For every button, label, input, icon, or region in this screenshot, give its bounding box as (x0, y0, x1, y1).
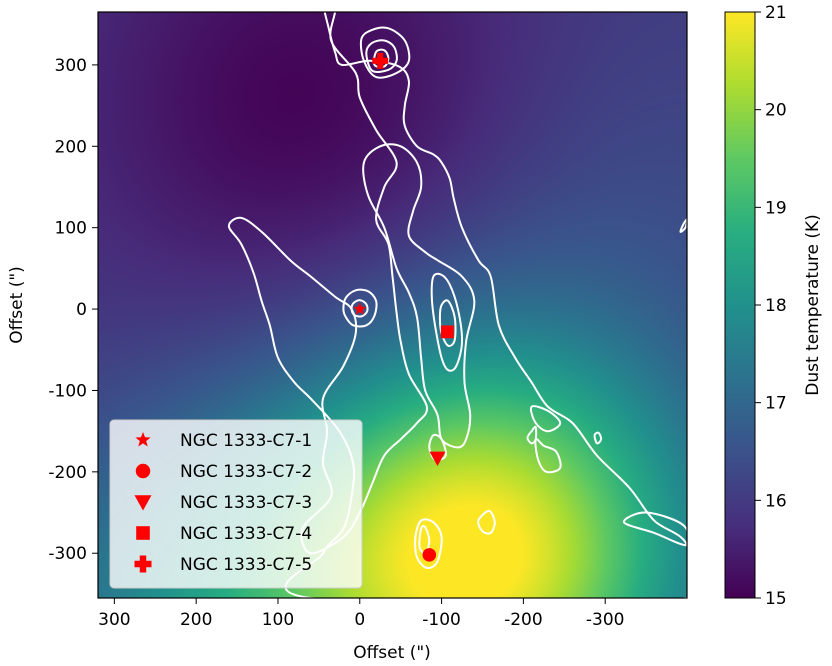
colorbar-tick-label: 18 (765, 296, 787, 316)
legend-marker-c7-5 (134, 555, 152, 573)
colorbar-tick-label: 15 (765, 589, 787, 609)
contour-c7-4-outer (430, 272, 464, 372)
legend-marker-c7-2 (135, 463, 151, 479)
colorbar-tick-label: 19 (765, 198, 787, 218)
x-tick-label: -200 (504, 610, 543, 630)
colorbar-tick-label: 17 (765, 394, 787, 414)
colorbar-label: Dust temperature (K) (803, 214, 823, 395)
legend-entries: NGC 1333-C7-1 NGC 1333-C7-2 NGC 1333-C7-3 N… (134, 431, 312, 575)
colorbar-gradient (724, 11, 756, 599)
contour-filament-inner (362, 143, 476, 449)
plot-frame (97, 11, 688, 599)
legend-marker-c7-4 (136, 526, 150, 540)
source-marker-c7-4 (440, 325, 454, 339)
x-tick-label: 300 (98, 610, 130, 630)
x-tick-label: -300 (586, 610, 625, 630)
contour-blob-d (477, 509, 496, 535)
y-tick-label: 300 (55, 56, 87, 76)
legend-label-c7-1: NGC 1333-C7-1 (180, 431, 312, 451)
legend-box (109, 419, 363, 589)
contour-blob-a (529, 405, 562, 433)
y-tick-label: 200 (55, 137, 87, 157)
legend-label-c7-5: NGC 1333-C7-5 (180, 555, 312, 575)
source-marker-c7-5 (372, 52, 389, 69)
contour-top-outer (359, 26, 411, 79)
x-axis-label: Offset (") (353, 643, 431, 663)
source-marker-c7-1 (353, 302, 367, 315)
contour-filament-outer (227, 12, 687, 598)
colorbar-tick-label: 20 (765, 101, 787, 121)
contour-c7-1-inner (350, 299, 369, 318)
y-axis-ticks: 300 200 100 0 -100 -200 -300 (48, 56, 98, 564)
y-axis-label: Offset (") (7, 266, 27, 344)
colorbar-ticks: 15 16 17 18 19 20 21 (755, 3, 787, 609)
colorbar: 15 16 17 18 19 20 21 Dust temperature (K) (724, 3, 823, 609)
legend-label-c7-4: NGC 1333-C7-4 (180, 524, 312, 544)
y-tick-label: 100 (55, 219, 87, 239)
source-markers (353, 52, 454, 562)
contour-c7-4-inner (438, 299, 457, 347)
source-marker-c7-3 (429, 451, 446, 467)
x-tick-label: 200 (180, 610, 212, 630)
x-tick-label: 100 (262, 610, 294, 630)
legend: NGC 1333-C7-1 NGC 1333-C7-2 NGC 1333-C7-3 N… (109, 419, 363, 589)
legend-marker-c7-3 (134, 495, 152, 511)
contour-blob-f (623, 511, 687, 547)
legend-label-c7-2: NGC 1333-C7-2 (180, 462, 312, 482)
x-tick-label: -100 (422, 610, 461, 630)
legend-label-c7-3: NGC 1333-C7-3 (180, 493, 312, 513)
contour-blob-e (593, 431, 603, 445)
x-tick-label: 0 (354, 610, 365, 630)
contour-top-inner (372, 48, 390, 69)
contour-layer (227, 12, 687, 598)
contour-c7-2-outer (414, 518, 443, 570)
contour-blob-b (526, 425, 538, 445)
colorbar-tick-label: 21 (765, 3, 787, 23)
y-tick-label: -200 (48, 463, 87, 483)
source-marker-c7-2 (422, 548, 437, 562)
colorbar-tick-label: 16 (765, 491, 787, 511)
y-tick-label: -100 (48, 381, 87, 401)
contour-top-mid (365, 39, 398, 73)
contour-blob-c (534, 437, 562, 474)
y-tick-label: -300 (48, 544, 87, 564)
y-tick-label: 0 (76, 300, 87, 320)
contour-c7-1-outer (342, 288, 378, 328)
legend-marker-c7-1 (135, 432, 151, 447)
contour-blob-g (679, 218, 687, 233)
x-axis-ticks: 300 200 100 0 -100 -200 -300 (98, 598, 624, 630)
